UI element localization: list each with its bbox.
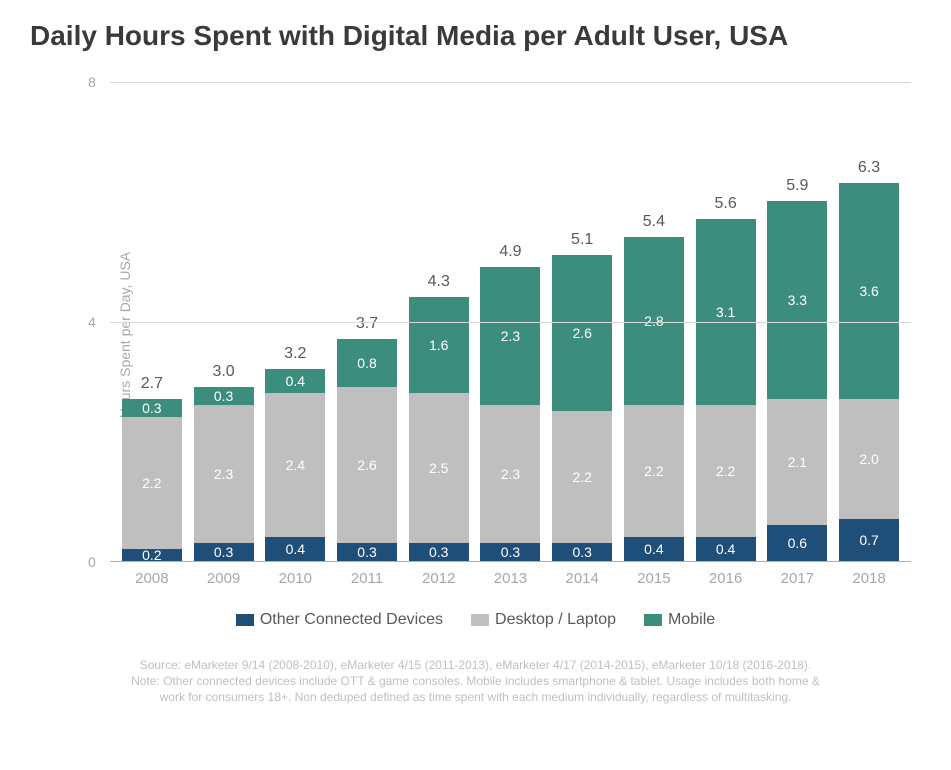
bar-column: 5.9 3.32.10.6 — [767, 177, 827, 561]
bar-segment-other: 0.3 — [552, 543, 612, 561]
x-tick-label: 2017 — [767, 570, 827, 587]
bar-total-label: 3.7 — [356, 315, 378, 333]
bar-total-label: 4.9 — [499, 243, 521, 261]
bar-segment-desktop: 2.3 — [194, 405, 254, 543]
bar-total-label: 5.9 — [786, 177, 808, 195]
bar-total-label: 5.4 — [643, 213, 665, 231]
bar-segment-mobile: 3.3 — [767, 201, 827, 399]
bar-segment-other: 0.4 — [624, 537, 684, 561]
legend-item: Mobile — [644, 611, 715, 629]
source-line: Note: Other connected devices include OT… — [30, 673, 921, 689]
bar-segment-other: 0.3 — [194, 543, 254, 561]
bar-segment-other: 0.6 — [767, 525, 827, 561]
bar-segment-mobile: 0.3 — [122, 399, 182, 417]
legend-item: Other Connected Devices — [236, 611, 443, 629]
source-note: Source: eMarketer 9/14 (2008-2010), eMar… — [30, 657, 921, 706]
bar-total-label: 4.3 — [428, 273, 450, 291]
bar-column: 5.6 3.12.20.4 — [696, 195, 756, 561]
bar-segment-desktop: 2.2 — [696, 405, 756, 537]
bar-total-label: 5.1 — [571, 231, 593, 249]
bar-segment-other: 0.3 — [480, 543, 540, 561]
plot-area: 2.70.32.20.23.00.32.30.33.20.42.40.43.70… — [110, 82, 911, 562]
bar-segment-mobile: 0.8 — [337, 339, 397, 387]
bar-total-label: 5.6 — [714, 195, 736, 213]
x-tick-label: 2008 — [122, 570, 182, 587]
bar-segment-mobile: 0.4 — [265, 369, 325, 393]
bar-total-label: 3.2 — [284, 345, 306, 363]
bar-column: 4.3 1.62.50.3 — [409, 273, 469, 561]
bar-column: 5.4 2.82.20.4 — [624, 213, 684, 561]
bar-total-label: 6.3 — [858, 159, 880, 177]
bar-segment-mobile: 3.1 — [696, 219, 756, 405]
bar-segment-desktop: 2.2 — [624, 405, 684, 537]
bar-segment-desktop: 2.1 — [767, 399, 827, 525]
x-tick-label: 2013 — [480, 570, 540, 587]
bar-segment-other: 0.4 — [265, 537, 325, 561]
x-tick-label: 2012 — [409, 570, 469, 587]
bar-column: 6.3 3.62.00.7 — [839, 159, 899, 561]
bar-column: 5.1 2.62.20.3 — [552, 231, 612, 561]
bar-segment-mobile: 2.3 — [480, 267, 540, 405]
bar-total-label: 3.0 — [212, 363, 234, 381]
x-axis-labels: 2008 2009 2010 2011 2012 2013 2014 2015 2016 2017… — [110, 562, 911, 587]
x-tick-label: 2011 — [337, 570, 397, 587]
chart-area: Hours Spent per Day, USA 2.70.32.20.23.0… — [90, 82, 921, 587]
bar-segment-mobile: 1.6 — [409, 297, 469, 393]
x-tick-label: 2010 — [265, 570, 325, 587]
source-line: Source: eMarketer 9/14 (2008-2010), eMar… — [30, 657, 921, 673]
bar-segment-other: 0.3 — [409, 543, 469, 561]
legend-swatch — [644, 614, 662, 626]
bar-segment-desktop: 2.2 — [122, 417, 182, 549]
bar-segment-other: 0.7 — [839, 519, 899, 561]
x-tick-label: 2018 — [839, 570, 899, 587]
legend-item: Desktop / Laptop — [471, 611, 616, 629]
bar-column: 3.0 0.32.30.3 — [194, 363, 254, 561]
bar-column: 2.7 0.32.20.2 — [122, 375, 182, 561]
bar-column: 4.92.32.30.3 — [480, 243, 540, 561]
bar-segment-other: 0.4 — [696, 537, 756, 561]
bar-segment-other: 0.2 — [122, 549, 182, 561]
legend-label: Other Connected Devices — [260, 611, 443, 629]
bar-segment-mobile: 0.3 — [194, 387, 254, 405]
legend: Other Connected Devices Desktop / Laptop M… — [30, 611, 921, 629]
x-tick-label: 2016 — [696, 570, 756, 587]
bar-segment-desktop: 2.5 — [409, 393, 469, 543]
bar-segment-desktop: 2.4 — [265, 393, 325, 537]
bar-segment-desktop: 2.3 — [480, 405, 540, 543]
legend-label: Mobile — [668, 611, 715, 629]
bar-segment-desktop: 2.2 — [552, 411, 612, 543]
legend-swatch — [236, 614, 254, 626]
source-line: work for consumers 18+. Non deduped defi… — [30, 689, 921, 705]
bar-segment-other: 0.3 — [337, 543, 397, 561]
legend-swatch — [471, 614, 489, 626]
y-tick-label: 0 — [88, 554, 96, 570]
bar-segment-mobile: 3.6 — [839, 183, 899, 399]
x-tick-label: 2009 — [194, 570, 254, 587]
bar-segment-desktop: 2.6 — [337, 387, 397, 543]
bar-segment-mobile: 2.8 — [624, 237, 684, 405]
grid-line — [110, 322, 911, 323]
chart-title: Daily Hours Spent with Digital Media per… — [30, 20, 921, 52]
grid-line — [110, 82, 911, 83]
bar-segment-desktop: 2.0 — [839, 399, 899, 519]
bar-column: 3.7 0.82.60.3 — [337, 315, 397, 561]
x-tick-label: 2014 — [552, 570, 612, 587]
legend-label: Desktop / Laptop — [495, 611, 616, 629]
bar-total-label: 2.7 — [141, 375, 163, 393]
bar-segment-mobile: 2.6 — [552, 255, 612, 411]
y-tick-label: 8 — [88, 74, 96, 90]
y-tick-label: 4 — [88, 314, 96, 330]
bar-column: 3.2 0.42.40.4 — [265, 345, 325, 561]
x-tick-label: 2015 — [624, 570, 684, 587]
